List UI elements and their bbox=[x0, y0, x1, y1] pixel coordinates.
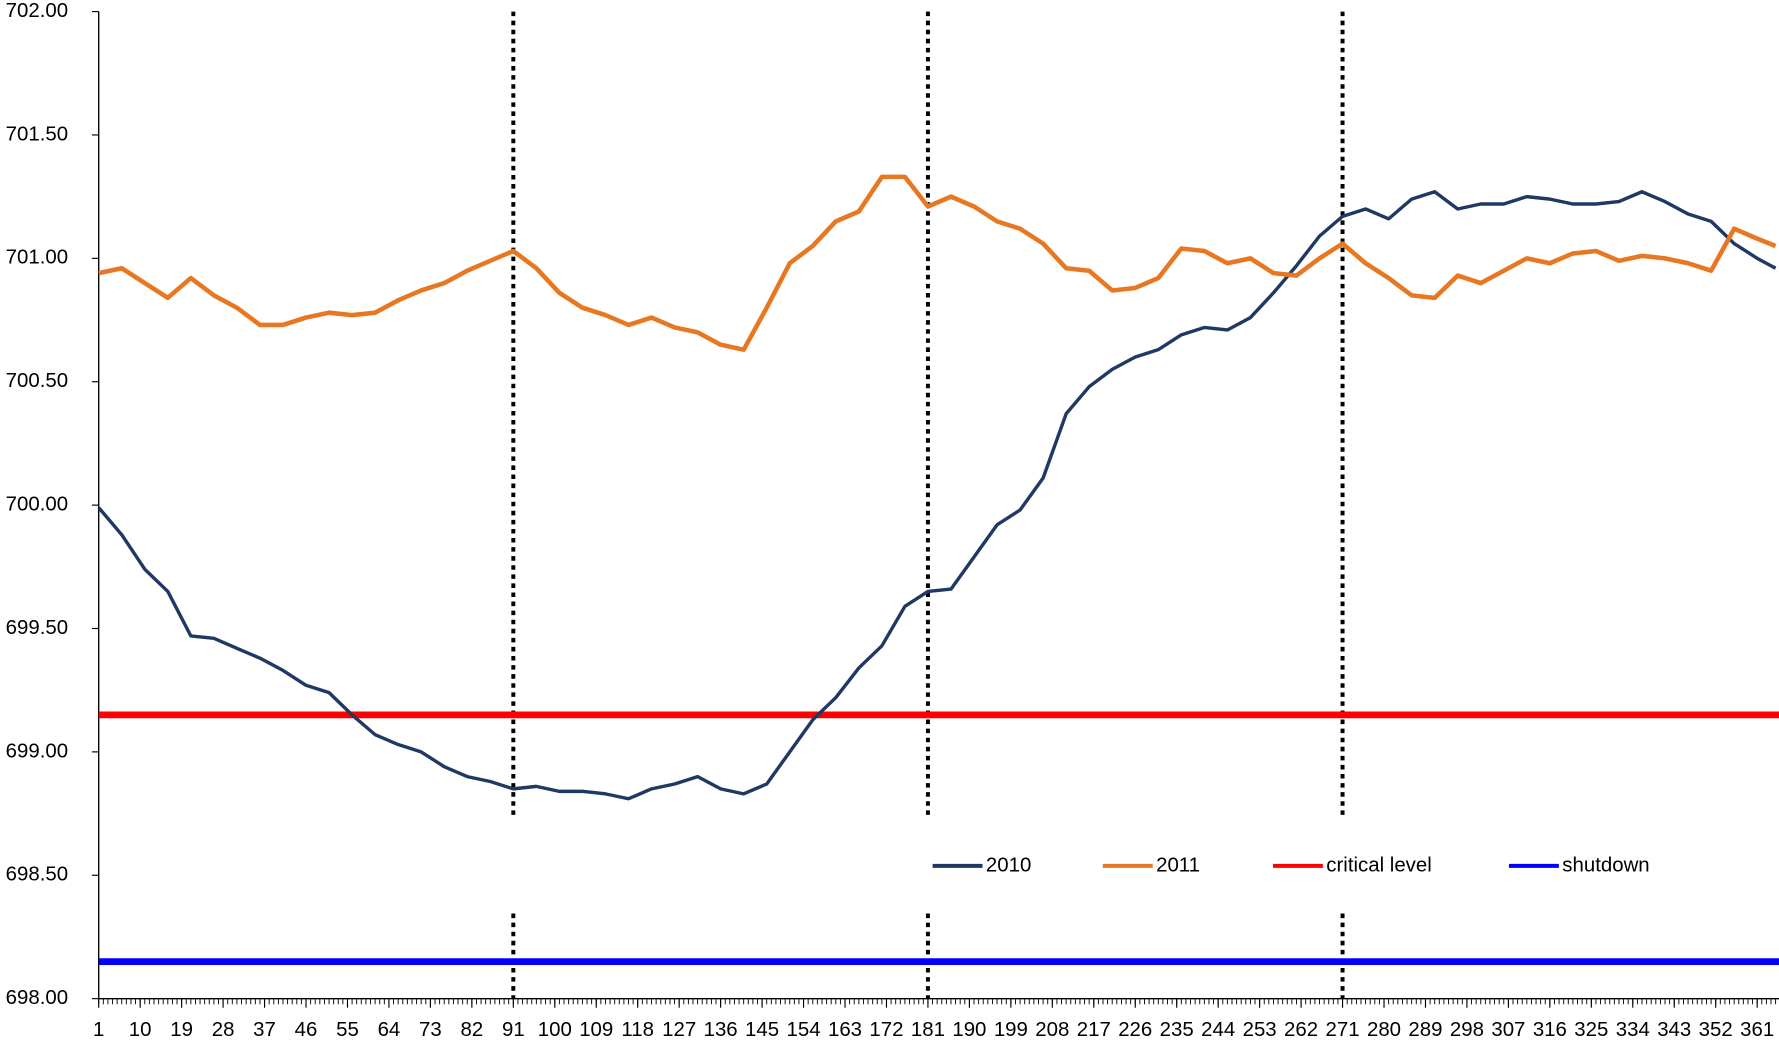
x-tick-label: 253 bbox=[1243, 1019, 1277, 1041]
y-tick-label: 700.00 bbox=[6, 494, 68, 516]
x-tick-label: 172 bbox=[869, 1019, 903, 1041]
x-tick-label: 361 bbox=[1740, 1019, 1774, 1041]
y-tick-label: 698.00 bbox=[6, 987, 68, 1009]
x-tick-label: 28 bbox=[212, 1019, 235, 1041]
x-tick-label: 271 bbox=[1326, 1019, 1360, 1041]
legend-label: critical level bbox=[1326, 854, 1431, 876]
x-tick-label: 91 bbox=[502, 1019, 525, 1041]
x-tick-label: 73 bbox=[419, 1019, 442, 1041]
x-tick-label: 298 bbox=[1450, 1019, 1484, 1041]
y-tick-label: 699.00 bbox=[6, 740, 68, 762]
x-tick-label: 343 bbox=[1657, 1019, 1691, 1041]
y-tick-label: 698.50 bbox=[6, 864, 68, 886]
series-line bbox=[98, 174, 1777, 352]
x-tick-label: 316 bbox=[1533, 1019, 1567, 1041]
x-tick-label: 145 bbox=[745, 1019, 779, 1041]
x-tick-label: 1 bbox=[93, 1019, 104, 1041]
x-tick-label: 163 bbox=[828, 1019, 862, 1041]
y-tick-label: 701.00 bbox=[6, 247, 68, 269]
x-tick-label: 154 bbox=[787, 1019, 821, 1041]
x-tick-label: 19 bbox=[170, 1019, 193, 1041]
x-tick-label: 334 bbox=[1616, 1019, 1650, 1041]
x-tick-label: 37 bbox=[253, 1019, 276, 1041]
x-tick-label: 190 bbox=[952, 1019, 986, 1041]
x-tick-label: 208 bbox=[1035, 1019, 1069, 1041]
x-tick-label: 64 bbox=[378, 1019, 401, 1041]
y-tick-label: 701.50 bbox=[6, 123, 68, 145]
x-tick-label: 307 bbox=[1491, 1019, 1525, 1041]
x-tick-label: 199 bbox=[994, 1019, 1028, 1041]
x-tick-label: 10 bbox=[129, 1019, 152, 1041]
y-tick-label: 700.50 bbox=[6, 370, 68, 392]
x-tick-label: 244 bbox=[1201, 1019, 1235, 1041]
x-tick-label: 217 bbox=[1077, 1019, 1111, 1041]
x-tick-label: 262 bbox=[1284, 1019, 1318, 1041]
x-tick-label: 100 bbox=[538, 1019, 572, 1041]
x-tick-label: 181 bbox=[911, 1019, 945, 1041]
x-tick-label: 235 bbox=[1160, 1019, 1194, 1041]
x-tick-label: 82 bbox=[461, 1019, 484, 1041]
x-tick-label: 280 bbox=[1367, 1019, 1401, 1041]
legend-label: 2011 bbox=[1156, 854, 1200, 876]
legend-label: 2010 bbox=[986, 854, 1031, 876]
x-tick-label: 55 bbox=[336, 1019, 359, 1041]
y-tick-label: 699.50 bbox=[6, 617, 68, 639]
x-tick-label: 136 bbox=[704, 1019, 738, 1041]
x-tick-label: 325 bbox=[1574, 1019, 1608, 1041]
x-tick-label: 127 bbox=[662, 1019, 696, 1041]
legend-label: shutdown bbox=[1562, 854, 1649, 876]
x-tick-label: 226 bbox=[1118, 1019, 1152, 1041]
x-tick-label: 352 bbox=[1699, 1019, 1733, 1041]
x-tick-label: 289 bbox=[1408, 1019, 1442, 1041]
y-tick-label: 702.00 bbox=[6, 0, 68, 22]
series-line bbox=[97, 190, 1777, 801]
x-tick-label: 109 bbox=[579, 1019, 613, 1041]
x-tick-label: 46 bbox=[295, 1019, 318, 1041]
x-tick-label: 118 bbox=[621, 1019, 654, 1041]
